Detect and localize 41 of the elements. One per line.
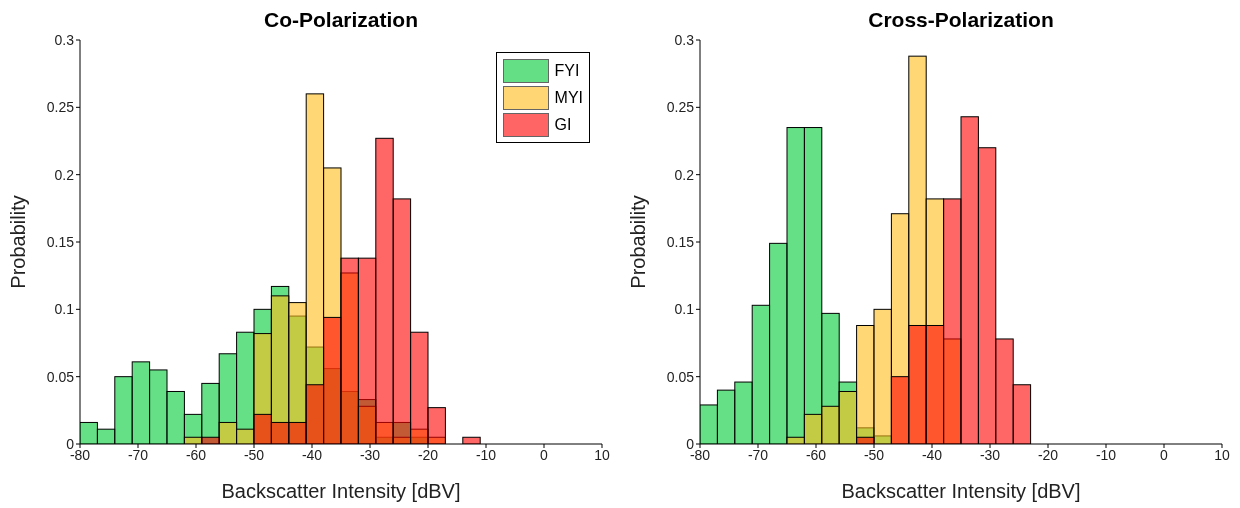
y-tick-label: 0.25: [666, 99, 695, 116]
x-tick-label: -30: [979, 446, 1001, 463]
x-tick-label: -70: [127, 446, 149, 463]
x-tick-label: -10: [475, 446, 497, 463]
y-tick-label: 0: [686, 435, 695, 452]
x-tick-label: 0: [1160, 446, 1169, 463]
legend-label: FYI: [554, 61, 580, 80]
x-tick-label: -40: [301, 446, 323, 463]
x-tick-label: 10: [594, 446, 610, 463]
y-tick-label: 0.15: [46, 233, 75, 250]
x-tick-label: -30: [359, 446, 381, 463]
x-axis-title: Backscatter Intensity [dBV]: [221, 480, 461, 502]
y-tick-label: 0.15: [666, 233, 695, 250]
y-tick-label: 0.2: [674, 166, 695, 183]
y-axis-title: Probability: [7, 195, 30, 289]
x-tick-label: -20: [1037, 446, 1059, 463]
y-tick-label: 0.25: [46, 99, 75, 116]
chart-title: Cross-Polarization: [867, 8, 1055, 32]
x-tick-label: 10: [1214, 446, 1230, 463]
x-axis-title: Backscatter Intensity [dBV]: [841, 480, 1081, 502]
x-tick-label: -50: [243, 446, 265, 463]
x-tick-label: -50: [863, 446, 885, 463]
y-tick-label: 0.1: [54, 301, 75, 318]
x-tick-label: -40: [921, 446, 943, 463]
x-tick-label: -60: [185, 446, 207, 463]
y-tick-label: 0.3: [54, 31, 75, 48]
x-tick-label: -60: [805, 446, 827, 463]
y-tick-label: 0: [66, 435, 75, 452]
chart-title: Co-Polarization: [263, 8, 419, 32]
legend-label: GI: [554, 115, 572, 134]
y-tick-label: 0.2: [54, 166, 75, 183]
legend-label: MYI: [554, 88, 583, 107]
x-tick-label: 0: [540, 446, 549, 463]
y-tick-label: 0.3: [674, 31, 695, 48]
x-tick-label: -10: [1095, 446, 1117, 463]
x-tick-label: -20: [417, 446, 439, 463]
y-axis-title: Probability: [627, 195, 650, 289]
x-tick-label: -70: [747, 446, 769, 463]
y-tick-label: 0.1: [674, 301, 695, 318]
y-tick-label: 0.05: [666, 368, 695, 385]
y-tick-label: 0.05: [46, 368, 75, 385]
